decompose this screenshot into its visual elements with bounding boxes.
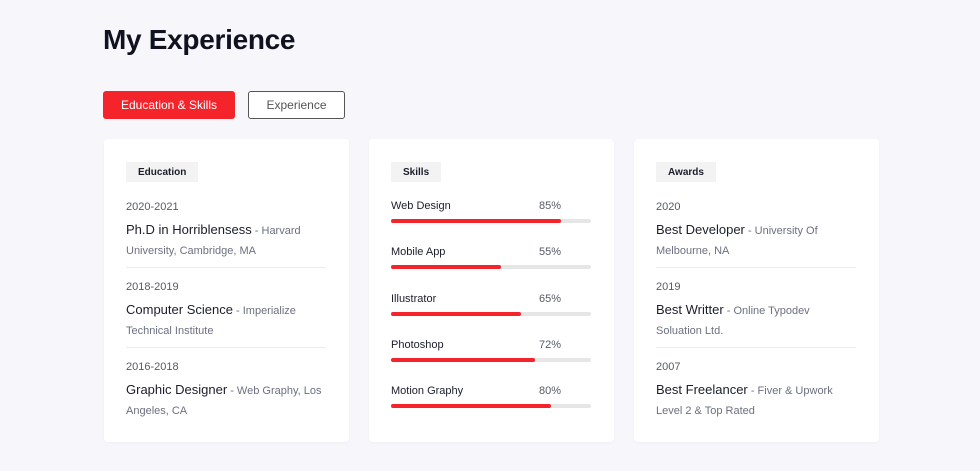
entry-title: Graphic Designer bbox=[126, 382, 228, 397]
progress-track bbox=[391, 404, 591, 409]
entry-description: Best Developer - University Of Melbourne… bbox=[656, 220, 856, 261]
entry-year: 2020-2021 bbox=[126, 201, 179, 213]
skill-item: Photoshop 72% bbox=[391, 339, 591, 385]
divider bbox=[126, 267, 326, 268]
entry-title: Computer Science bbox=[126, 302, 233, 317]
skill-item: Motion Graphy 80% bbox=[391, 385, 591, 431]
skill-percent: 72% bbox=[538, 338, 561, 351]
entry-title: Best Freelancer bbox=[656, 382, 748, 397]
skills-card: Skills Web Design 85% Mobile App 55% Ill… bbox=[369, 139, 614, 442]
progress-fill bbox=[391, 357, 535, 362]
entry-detail: - Online Typodev Soluation Ltd. bbox=[656, 305, 810, 337]
progress-track bbox=[391, 311, 591, 316]
progress-fill bbox=[391, 311, 521, 316]
progress-track bbox=[391, 265, 591, 270]
entry-description: Computer Science - Imperialize Technical… bbox=[126, 300, 326, 341]
progress-fill bbox=[391, 219, 561, 223]
skill-percent: 55% bbox=[538, 246, 561, 259]
entry-year: 2007 bbox=[656, 361, 681, 373]
entry-detail: - University Of Melbourne, NA bbox=[656, 225, 818, 257]
tab-education-skills[interactable]: Education & Skills bbox=[103, 91, 235, 119]
divider bbox=[656, 267, 856, 268]
progress-track bbox=[391, 219, 591, 223]
entry-detail: - Harvard University, Cambridge, MA bbox=[126, 225, 301, 257]
awards-card: Awards 2020 Best Developer - University … bbox=[634, 139, 879, 442]
skill-item: Illustrator 65% bbox=[391, 293, 591, 339]
list-item: 2007 Best Freelancer - Fiver & Upwork Le… bbox=[656, 358, 856, 438]
progress-track bbox=[391, 357, 591, 362]
entry-description: Ph.D in Horriblensess - Harvard Universi… bbox=[126, 220, 326, 261]
progress-fill bbox=[391, 404, 551, 409]
list-item: 2019 Best Writter - Online Typodev Solua… bbox=[656, 278, 856, 358]
entry-detail: - Fiver & Upwork Level 2 & Top Rated bbox=[656, 385, 833, 417]
entry-description: Best Writter - Online Typodev Soluation … bbox=[656, 300, 856, 341]
divider bbox=[126, 347, 326, 348]
entry-title: Best Developer bbox=[656, 222, 745, 237]
education-list: 2020-2021 Ph.D in Horriblensess - Harvar… bbox=[126, 198, 326, 438]
entry-year: 2019 bbox=[656, 281, 681, 293]
skill-name: Motion Graphy bbox=[391, 385, 464, 398]
entry-title: Best Writter bbox=[656, 302, 724, 317]
awards-list: 2020 Best Developer - University Of Melb… bbox=[656, 198, 856, 438]
entry-year: 2016-2018 bbox=[126, 361, 179, 373]
skill-name: Mobile App bbox=[391, 246, 446, 259]
entry-description: Best Freelancer - Fiver & Upwork Level 2… bbox=[656, 380, 856, 421]
awards-heading: Awards bbox=[656, 162, 716, 182]
skill-item: Web Design 85% bbox=[391, 200, 591, 246]
entry-year: 2018-2019 bbox=[126, 281, 179, 293]
skills-heading: Skills bbox=[391, 162, 442, 182]
entry-detail: - Imperialize Technical Institute bbox=[126, 305, 296, 337]
entry-year: 2020 bbox=[656, 201, 681, 213]
education-card: Education 2020-2021 Ph.D in Horriblenses… bbox=[104, 139, 349, 442]
entry-description: Graphic Designer - Web Graphy, Los Angel… bbox=[126, 380, 326, 421]
page-title: My Experience bbox=[103, 24, 296, 55]
list-item: 2020 Best Developer - University Of Melb… bbox=[656, 198, 856, 278]
list-item: 2020-2021 Ph.D in Horriblensess - Harvar… bbox=[126, 198, 326, 278]
list-item: 2018-2019 Computer Science - Imperialize… bbox=[126, 278, 326, 358]
education-heading: Education bbox=[126, 162, 199, 182]
list-item: 2016-2018 Graphic Designer - Web Graphy,… bbox=[126, 358, 326, 438]
skill-percent: 65% bbox=[538, 292, 561, 305]
skill-name: Photoshop bbox=[391, 338, 444, 351]
tab-experience[interactable]: Experience bbox=[248, 91, 345, 119]
skill-item: Mobile App 55% bbox=[391, 246, 591, 292]
divider bbox=[656, 347, 856, 348]
entry-title: Ph.D in Horriblensess bbox=[126, 222, 252, 237]
skill-name: Web Design bbox=[391, 200, 451, 212]
progress-fill bbox=[391, 265, 501, 270]
skills-list: Web Design 85% Mobile App 55% Illustrato… bbox=[391, 200, 591, 431]
skill-name: Illustrator bbox=[391, 292, 437, 305]
skill-percent: 80% bbox=[538, 385, 561, 398]
entry-detail: - Web Graphy, Los Angeles, CA bbox=[126, 385, 322, 417]
tab-bar: Education & Skills Experience bbox=[103, 91, 345, 119]
skill-percent: 85% bbox=[538, 200, 561, 212]
